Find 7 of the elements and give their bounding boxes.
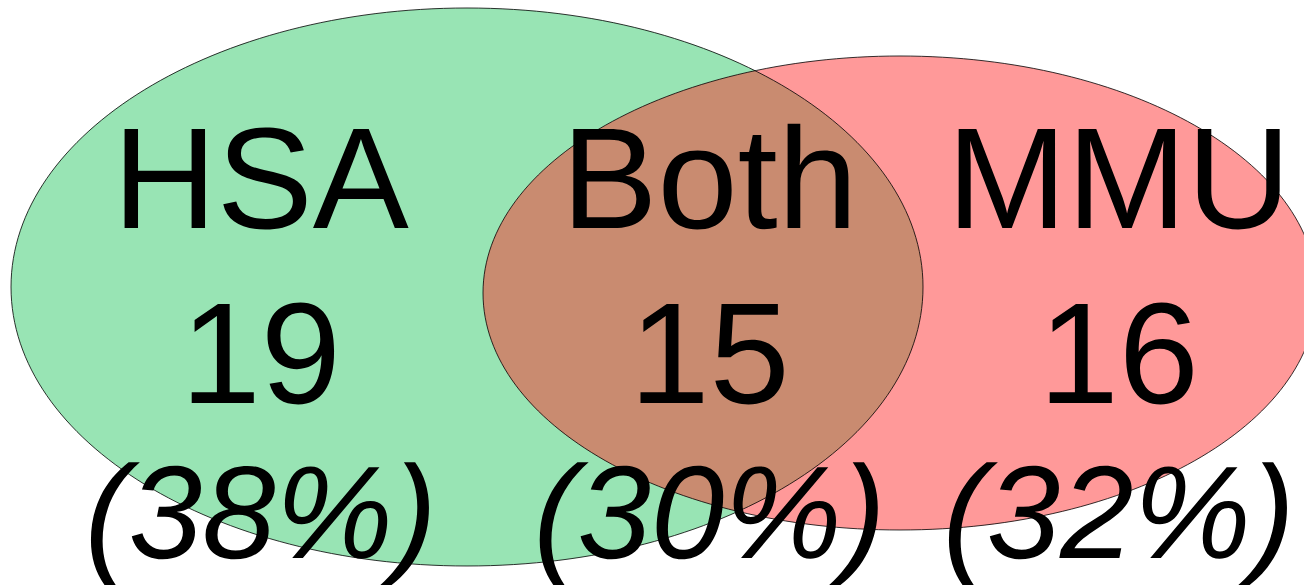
category-label: HSA (124, 127, 409, 230)
text: 15 (640, 303, 784, 405)
data-label: (32%) (948, 462, 1287, 585)
text: 16 (1049, 302, 1193, 405)
category-label: Both (573, 123, 849, 230)
text: 19 (191, 302, 335, 405)
category-label: MMU (958, 128, 1280, 230)
